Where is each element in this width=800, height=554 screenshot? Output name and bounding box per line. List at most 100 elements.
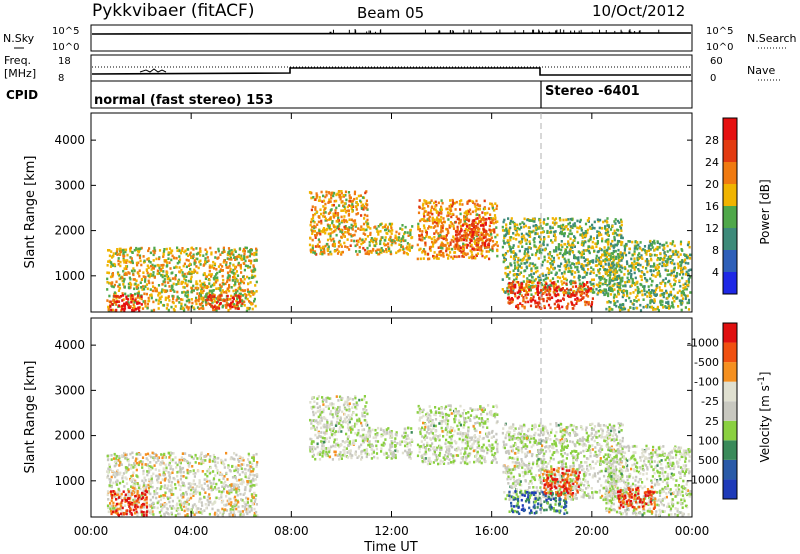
range-gate-cell [491,247,494,251]
range-gate-cell [532,219,535,223]
range-gate-cell [589,280,592,284]
range-gate-cell [436,216,439,220]
range-gate-cell [340,195,343,199]
range-gate-cell [598,259,601,262]
range-gate-cell [210,251,213,254]
range-gate-cell [160,274,163,277]
range-gate-cell [126,493,129,496]
range-gate-cell [459,225,462,228]
range-gate-cell [193,482,197,486]
range-gate-cell [325,242,328,246]
range-gate-cell [623,251,626,255]
range-gate-cell [474,209,477,213]
range-gate-cell [332,216,336,219]
range-gate-cell [532,285,535,289]
range-gate-cell [679,242,682,246]
range-gate-cell [320,212,323,216]
range-gate-cell [362,222,366,226]
range-gate-cell [118,304,121,307]
range-gate-cell [339,243,342,246]
range-gate-cell [157,272,161,275]
range-gate-cell [478,214,481,217]
range-gate-cell [571,217,574,221]
range-gate-cell [554,283,557,286]
range-gate-cell [534,253,537,257]
range-gate-cell [319,199,322,202]
range-gate-cell [586,295,590,298]
range-gate-cell [533,279,536,282]
range-gate-cell [577,298,580,301]
range-gate-cell [335,199,338,203]
range-gate-cell [164,284,167,288]
range-gate-cell [248,265,252,269]
range-gate-cell [496,244,499,248]
range-gate-cell [460,199,463,202]
range-gate-cell [463,217,466,221]
range-gate-cell [561,254,565,257]
range-gate-cell [195,302,198,306]
range-gate-cell [506,265,509,269]
range-gate-cell [178,270,181,274]
range-gate-cell [223,299,226,302]
range-gate-cell [341,231,344,234]
range-gate-cell [555,249,558,253]
range-gate-cell [639,309,643,312]
range-gate-cell [467,219,470,223]
range-gate-cell [553,302,556,306]
range-gate-cell [541,248,544,252]
range-gate-cell [209,303,212,306]
range-gate-cell [401,228,404,231]
colorbar-tick-label: 12 [705,222,719,235]
range-gate-cell [322,227,326,230]
range-gate-cell [223,475,226,478]
range-gate-cell [195,247,198,250]
range-gate-cell [655,293,658,296]
freq-label: Freq. [4,54,31,67]
range-gate-cell [133,278,136,281]
range-gate-cell [557,245,560,249]
range-gate-cell [584,283,588,287]
range-gate-cell [613,220,616,223]
range-gate-cell [578,278,581,282]
range-gate-cell [459,236,462,239]
range-gate-cell [480,231,483,235]
range-gate-cell [233,514,236,517]
range-gate-cell [192,255,195,258]
range-gate-cell [211,459,214,463]
range-gate-cell [120,508,123,512]
range-gate-cell [461,224,464,227]
range-gate-cell [324,195,327,199]
range-gate-cell [469,233,472,236]
range-gate-cell [237,489,240,493]
range-gate-cell [608,280,611,284]
range-gate-cell [164,298,167,302]
range-gate-cell [334,209,337,212]
range-gate-cell [315,192,318,195]
range-gate-cell [318,196,321,199]
range-gate-cell [138,256,142,260]
range-gate-cell [151,281,154,285]
range-gate-cell [232,253,235,257]
range-gate-cell [651,241,654,244]
range-gate-cell [680,248,683,251]
range-gate-cell [493,208,496,212]
range-gate-cell [322,245,325,249]
colorbar-frame [722,117,738,295]
range-gate-cell [430,237,433,241]
range-gate-cell [178,458,181,462]
range-gate-cell [121,279,124,283]
range-gate-cell [532,298,535,301]
range-gate-cell [459,220,462,224]
nave-tick-top: 60 [710,56,723,67]
range-gate-cell [363,248,367,252]
range-gate-cell [254,268,257,272]
range-gate-cell [618,268,622,272]
range-gate-cell [437,213,440,217]
range-gate-cell [547,235,550,238]
range-gate-cell [228,289,231,293]
range-gate-cell [550,239,553,242]
range-gate-cell [244,475,247,478]
range-gate-cell [324,231,327,235]
range-gate-cell [510,301,513,304]
range-gate-cell [657,309,660,312]
